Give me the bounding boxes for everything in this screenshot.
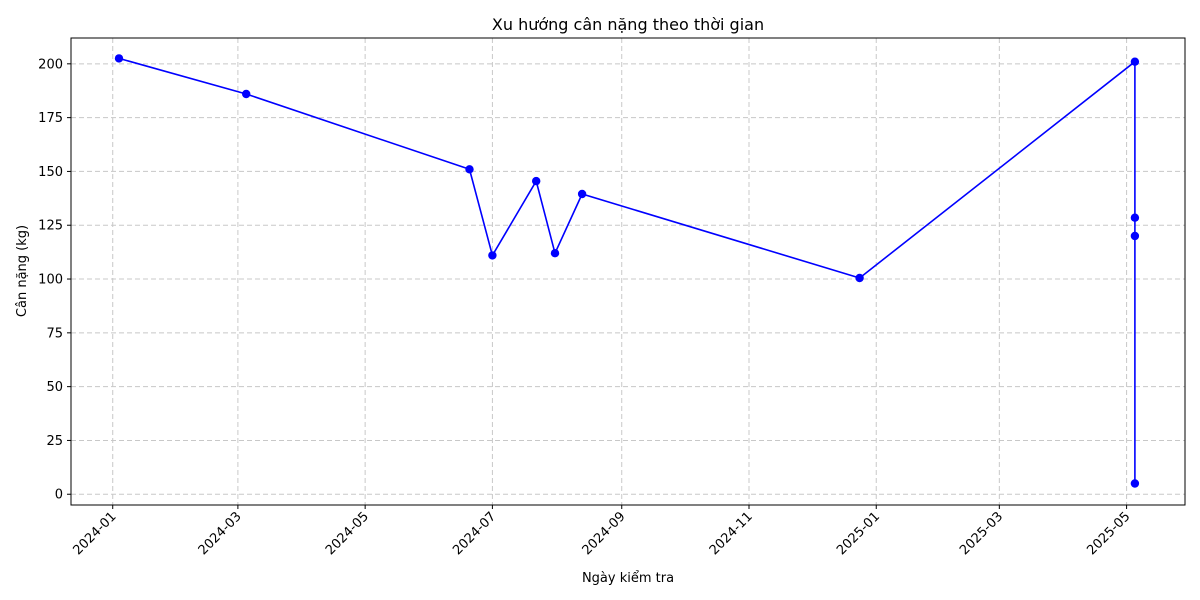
x-tick-label: 2025-05 — [1084, 509, 1133, 558]
y-tick-label: 175 — [38, 111, 63, 126]
data-point — [855, 273, 864, 283]
chart-title: Xu hướng cân nặng theo thời gian — [492, 15, 764, 34]
data-point — [488, 251, 497, 260]
y-tick-label: 0 — [55, 488, 63, 503]
y-tick-label: 100 — [38, 273, 63, 288]
y-tick-label: 200 — [38, 57, 63, 72]
data-point — [550, 249, 560, 258]
x-tick-label: 2024-03 — [196, 509, 245, 558]
y-tick-label: 50 — [46, 380, 63, 395]
x-tick-label: 2024-07 — [450, 509, 499, 558]
data-point — [1130, 231, 1140, 241]
data-point — [532, 176, 541, 186]
data-point — [1130, 57, 1140, 66]
grid — [71, 38, 1185, 505]
x-tick-label: 2024-11 — [707, 509, 756, 558]
series-weight — [114, 54, 1140, 488]
x-tick-label: 2025-03 — [957, 509, 1006, 558]
x-axis-label: Ngày kiểm tra — [582, 571, 674, 586]
x-tick-label: 2024-09 — [580, 509, 629, 558]
y-tick-label: 75 — [46, 326, 63, 341]
x-tick-label: 2024-01 — [71, 509, 120, 558]
data-point — [242, 89, 251, 99]
data-point — [577, 189, 587, 199]
x-tick-label: 2025-01 — [834, 509, 883, 558]
x-axis-ticks: 2024-01 2024-03 2024-05 2024-07 2024-09 2024-… — [71, 505, 1133, 558]
plot-frame — [70, 37, 1186, 506]
y-axis-ticks: 0 25 50 75 100 125 150 175 200 — [38, 57, 71, 503]
y-axis-label: Cân nặng (kg) — [15, 225, 30, 317]
data-point — [114, 54, 124, 63]
data-point — [1130, 213, 1140, 222]
y-tick-label: 25 — [46, 434, 63, 449]
y-tick-label: 150 — [38, 165, 63, 180]
y-tick-label: 125 — [38, 219, 63, 234]
series-line — [118, 57, 1136, 484]
data-point — [1130, 479, 1140, 488]
x-tick-label: 2024-05 — [323, 509, 372, 558]
data-point — [465, 165, 474, 174]
